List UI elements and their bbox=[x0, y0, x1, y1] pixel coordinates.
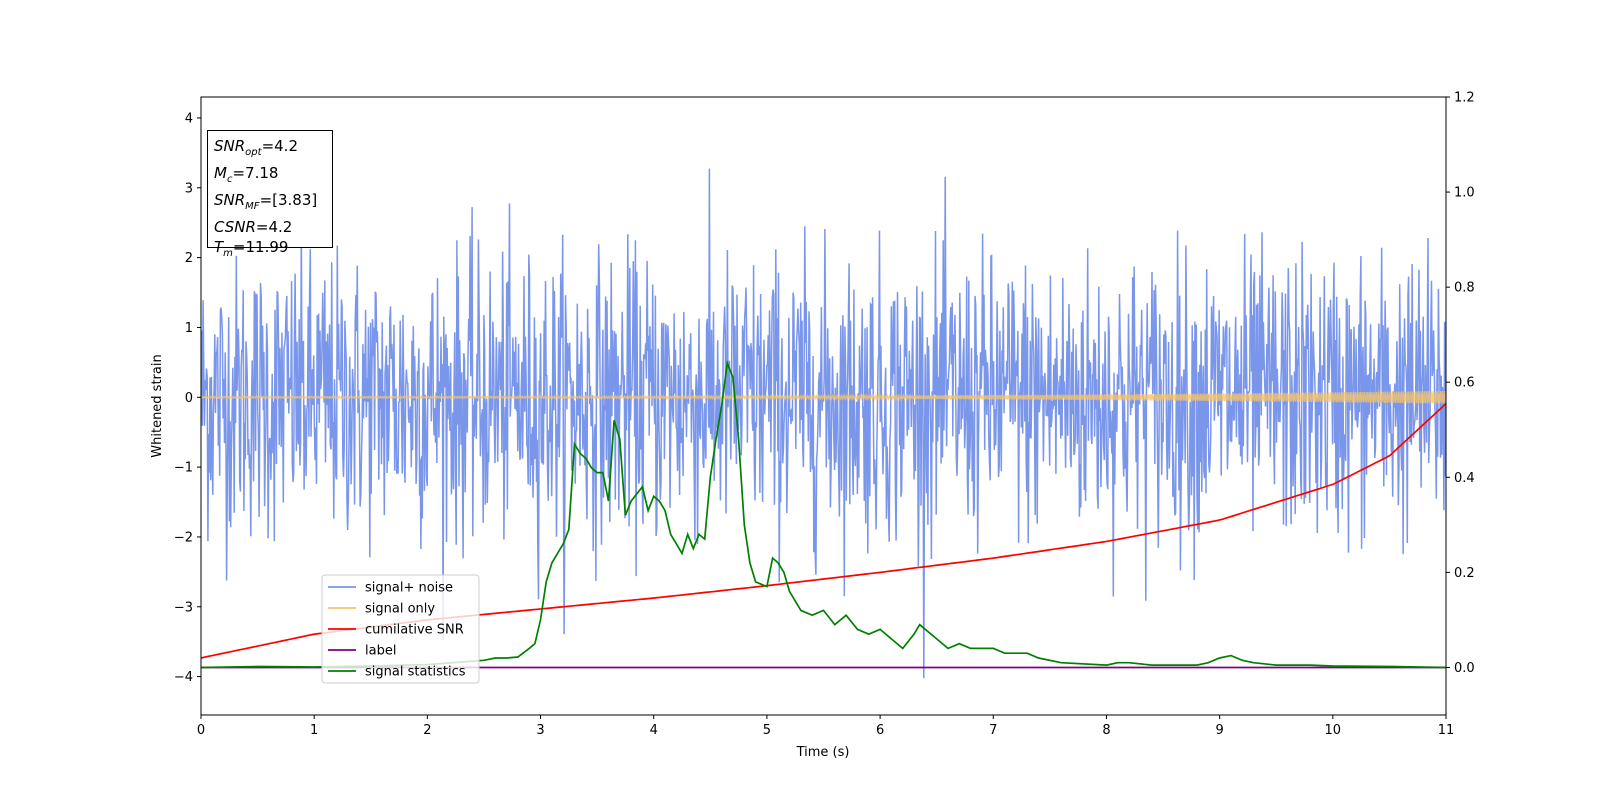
y-tick-label-left: −1 bbox=[174, 461, 193, 476]
y-tick-label-right: 0.0 bbox=[1454, 661, 1475, 676]
x-tick-label: 3 bbox=[536, 723, 544, 738]
legend-box bbox=[321, 574, 480, 684]
x-tick-label: 11 bbox=[1438, 723, 1455, 738]
tm-row: Tm=11.99 bbox=[214, 238, 289, 259]
y-axis-label: Whitened strain bbox=[150, 354, 165, 457]
y-tick-label-right: 0.4 bbox=[1454, 471, 1475, 486]
y-axis-right: 1.2 1.0 0.8 0.6 0.4 0.2 0.0 bbox=[1446, 91, 1475, 676]
legend-entry: signal+ noise bbox=[365, 581, 453, 596]
csnr-row: CSNR=4.2 bbox=[214, 218, 293, 236]
x-tick-label: 0 bbox=[197, 723, 205, 738]
y-tick-label-left: 3 bbox=[185, 181, 193, 196]
x-axis: 0 1 2 3 4 5 6 7 8 9 10 11 bbox=[197, 715, 1454, 738]
mc-row: Mc=7.18 bbox=[214, 164, 279, 185]
snr-opt-row: SNRopt=4.2 bbox=[214, 137, 298, 158]
x-tick-label: 6 bbox=[876, 723, 884, 738]
plot-frame bbox=[200, 96, 1447, 716]
info-box: SNRopt=4.2 Mc=7.18 SNRMF=[3.83] CSNR=4.2… bbox=[207, 130, 333, 259]
x-tick-label: 8 bbox=[1102, 723, 1110, 738]
legend-entry: label bbox=[365, 644, 396, 659]
x-tick-label: 10 bbox=[1325, 723, 1342, 738]
series-signal-noise bbox=[201, 168, 1446, 679]
x-axis-label: Time (s) bbox=[796, 745, 850, 760]
x-tick-label: 5 bbox=[763, 723, 771, 738]
legend-entry: cumilative SNR bbox=[365, 623, 464, 638]
legend: signal+ noise signal only cumilative SNR la… bbox=[321, 574, 480, 684]
x-tick-label: 4 bbox=[650, 723, 658, 738]
x-tick-label: 2 bbox=[423, 723, 431, 738]
series-signal-only bbox=[201, 390, 1446, 404]
y-tick-label-right: 0.2 bbox=[1454, 566, 1475, 581]
snr-mf-row: SNRMF=[3.83] bbox=[214, 191, 318, 212]
y-tick-label-right: 1.0 bbox=[1454, 186, 1475, 201]
y-tick-label-left: 0 bbox=[185, 391, 193, 406]
y-tick-label-left: −3 bbox=[174, 600, 193, 615]
y-tick-label-right: 0.6 bbox=[1454, 376, 1475, 391]
y-tick-label-left: −4 bbox=[174, 670, 193, 685]
y-tick-label-right: 0.8 bbox=[1454, 281, 1475, 296]
y-tick-label-left: 4 bbox=[185, 111, 193, 126]
x-tick-label: 7 bbox=[989, 723, 997, 738]
y-tick-label-left: 2 bbox=[185, 251, 193, 266]
legend-entry: signal only bbox=[365, 602, 435, 617]
series-signal-statistics bbox=[201, 359, 1446, 669]
y-axis-left: 4 3 2 1 0 −1 −2 −3 −4 bbox=[174, 111, 201, 685]
x-tick-label: 1 bbox=[310, 723, 318, 738]
legend-entry: signal statistics bbox=[365, 665, 466, 680]
y-tick-label-left: 1 bbox=[185, 321, 193, 336]
y-tick-label-left: −2 bbox=[174, 530, 193, 545]
x-tick-label: 9 bbox=[1215, 723, 1223, 738]
y-tick-label-right: 1.2 bbox=[1454, 91, 1475, 106]
